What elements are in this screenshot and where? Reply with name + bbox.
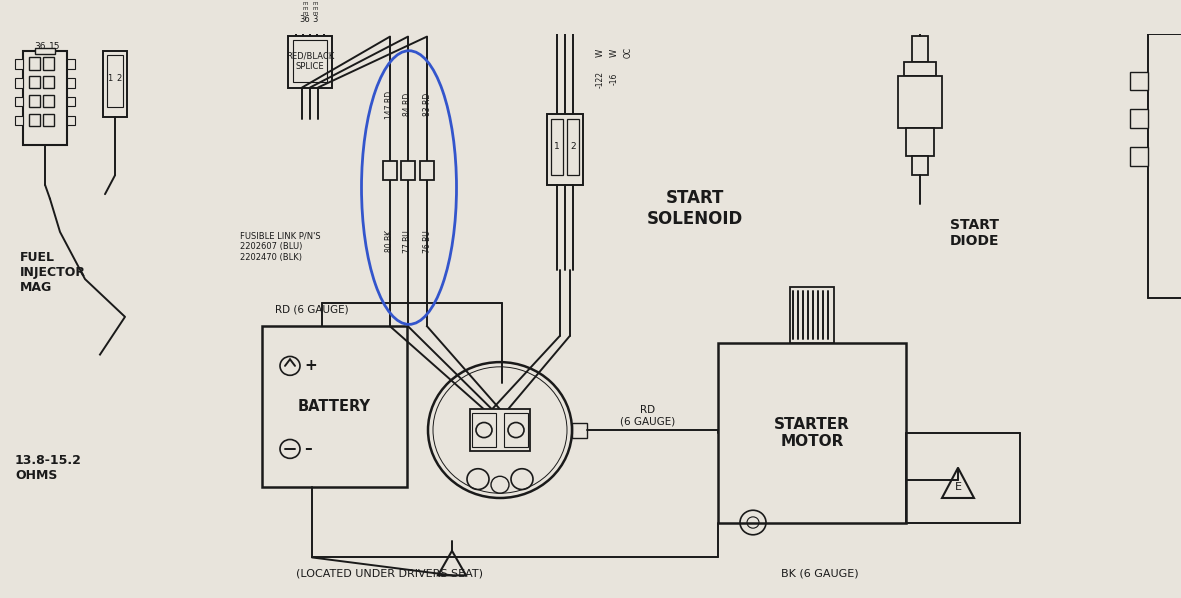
Bar [547, 114, 583, 185]
Bar [1130, 72, 1148, 90]
Bar [470, 409, 530, 451]
Bar [718, 343, 906, 523]
Bar [402, 161, 415, 180]
Bar [262, 327, 407, 487]
Text: (LOCATED UNDER DRIVERS SEAT): (LOCATED UNDER DRIVERS SEAT) [296, 569, 483, 578]
Text: FUEL
INJECTOR
MAG: FUEL INJECTOR MAG [20, 251, 86, 294]
Bar [572, 423, 587, 438]
Text: OC: OC [624, 47, 633, 58]
Bar [912, 157, 928, 175]
Text: 77 BU: 77 BU [404, 230, 412, 253]
Text: 15: 15 [50, 41, 60, 50]
Text: 3: 3 [312, 15, 318, 24]
Text: 83 RD: 83 RD [423, 93, 431, 116]
Bar [293, 40, 327, 82]
Bar [103, 51, 128, 117]
Bar [107, 56, 123, 108]
Text: RD (6 GAUGE): RD (6 GAUGE) [275, 304, 348, 315]
Bar [22, 51, 67, 145]
Bar [898, 76, 942, 128]
Text: 2: 2 [570, 142, 576, 151]
Text: -16: -16 [609, 73, 619, 86]
Text: FUSIBLE LINK P/N'S
2202607 (BLU)
2202470 (BLK): FUSIBLE LINK P/N'S 2202607 (BLU) 2202470… [240, 232, 320, 262]
Text: 36: 36 [34, 41, 46, 50]
Text: m: m [312, 6, 318, 11]
Bar [790, 286, 834, 343]
Bar [906, 128, 934, 157]
Bar [15, 97, 22, 106]
Text: RD
(6 GAUGE): RD (6 GAUGE) [620, 405, 676, 427]
Text: m: m [302, 1, 308, 6]
Bar [43, 57, 54, 69]
Text: E: E [954, 481, 961, 492]
Bar [67, 78, 76, 87]
Bar [472, 413, 496, 447]
Bar [30, 76, 40, 89]
Bar [383, 161, 397, 180]
Bar [912, 36, 928, 62]
Text: m: m [302, 11, 308, 16]
Text: 2: 2 [117, 74, 122, 83]
Bar [67, 59, 76, 69]
Text: 80 BK: 80 BK [385, 230, 394, 252]
Text: START
DIODE: START DIODE [950, 218, 999, 248]
Bar [504, 413, 528, 447]
Bar [30, 95, 40, 108]
Text: 36: 36 [300, 15, 311, 24]
Text: 1: 1 [554, 142, 560, 151]
Text: m: m [302, 6, 308, 11]
Bar [15, 59, 22, 69]
Text: START
SOLENOID: START SOLENOID [647, 189, 743, 228]
Text: 84 RD: 84 RD [404, 93, 412, 116]
Bar [567, 118, 579, 175]
Text: RED/BLACK
SPLICE: RED/BLACK SPLICE [286, 51, 334, 71]
Text: 1: 1 [107, 74, 112, 83]
Text: STARTER
MOTOR: STARTER MOTOR [774, 417, 850, 449]
Bar [420, 161, 433, 180]
Bar [903, 62, 937, 76]
Bar [35, 48, 56, 54]
Bar [67, 116, 76, 126]
Bar [43, 114, 54, 126]
Text: 147 RD: 147 RD [385, 90, 394, 118]
Bar [43, 76, 54, 89]
Text: BATTERY: BATTERY [298, 399, 371, 414]
Text: -122: -122 [595, 71, 605, 87]
Bar [1130, 109, 1148, 128]
Text: m: m [312, 11, 318, 16]
Bar [288, 36, 332, 87]
Bar [552, 118, 563, 175]
Text: 76 BU: 76 BU [423, 230, 431, 253]
Bar [30, 57, 40, 69]
Bar [15, 116, 22, 126]
Text: 13.8-15.2
OHMS: 13.8-15.2 OHMS [15, 454, 81, 482]
Text: BK (6 GAUGE): BK (6 GAUGE) [781, 569, 859, 578]
Text: m: m [312, 1, 318, 6]
Bar [15, 78, 22, 87]
Bar [67, 97, 76, 106]
Text: W: W [609, 48, 619, 57]
Bar [43, 95, 54, 108]
Text: +: + [304, 358, 317, 373]
Bar [1130, 147, 1148, 166]
Text: W: W [595, 48, 605, 57]
Text: 6: 6 [302, 0, 308, 2]
Bar [30, 114, 40, 126]
Text: 4: 4 [313, 0, 318, 2]
Text: –: – [304, 441, 312, 456]
